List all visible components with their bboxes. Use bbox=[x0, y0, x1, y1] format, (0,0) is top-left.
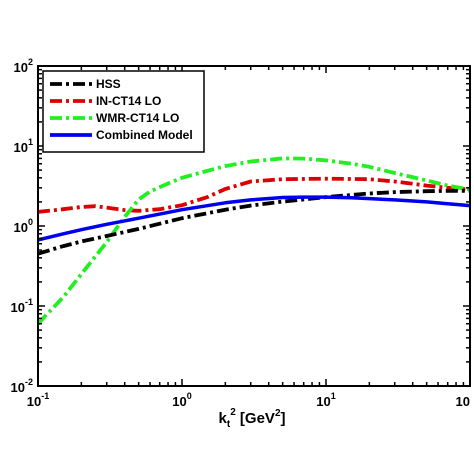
series-line-combined-model bbox=[37, 195, 471, 242]
x-axis-label-close: ] bbox=[281, 410, 286, 427]
x-axis-label-main: k bbox=[219, 410, 228, 427]
tick-layer bbox=[37, 66, 470, 387]
x-axis-label-unit: [GeV bbox=[236, 410, 275, 427]
series-line-hss bbox=[37, 188, 470, 256]
y-tick-label: 102 bbox=[14, 57, 33, 75]
x-tick-label: 101 bbox=[316, 391, 335, 409]
x-tick-label: 100 bbox=[172, 391, 191, 409]
x-axis-label-sup: 2 bbox=[230, 407, 236, 418]
x-tick-label: 10 bbox=[456, 394, 470, 409]
x-axis-label-unit-sup: 2 bbox=[275, 408, 281, 419]
legend-label: WMR-CT14 LO bbox=[96, 111, 179, 125]
y-tick-label: 10-2 bbox=[11, 377, 33, 395]
series-layer bbox=[36, 156, 471, 326]
y-tick-label: 10-1 bbox=[11, 297, 33, 315]
x-axis-label: kt2 [GeV2] bbox=[219, 407, 286, 430]
legend-label: IN-CT14 LO bbox=[96, 94, 161, 108]
legend: HSS IN-CT14 LO WMR-CT14 LO Combined Model bbox=[42, 70, 205, 153]
x-tick-label: 10-1 bbox=[27, 391, 49, 409]
x-axis-label-sub: t bbox=[227, 419, 231, 430]
y-tick-label: 100 bbox=[14, 217, 33, 235]
legend-items: HSS IN-CT14 LO WMR-CT14 LO Combined Model bbox=[50, 77, 193, 142]
legend-label: Combined Model bbox=[96, 128, 193, 142]
legend-label: HSS bbox=[96, 77, 121, 91]
legend-box bbox=[42, 70, 205, 153]
series-line-in-ct14-lo bbox=[37, 176, 471, 214]
y-tick-label: 101 bbox=[14, 137, 33, 155]
